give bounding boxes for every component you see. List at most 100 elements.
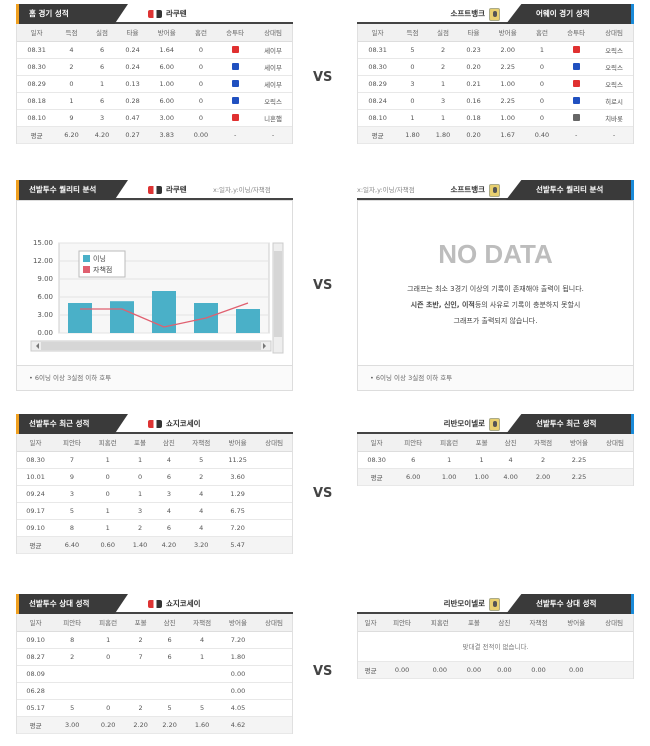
table-row: 08.27 2 0 7 6 1 1.80 bbox=[17, 648, 292, 666]
table-cell bbox=[256, 451, 292, 469]
column-header: 피안타 bbox=[395, 434, 432, 452]
column-header: 방어율 bbox=[557, 614, 596, 632]
table-cell bbox=[256, 682, 292, 700]
table-cell: 0 bbox=[125, 468, 155, 486]
cell-opponent: 오릭스 bbox=[254, 92, 292, 110]
no-data-title: NO DATA bbox=[438, 239, 553, 269]
average-cell: 6.00 bbox=[395, 468, 432, 486]
column-header: 방어율 bbox=[488, 24, 527, 42]
table-cell: 2 bbox=[525, 451, 562, 469]
cell-r: 0 bbox=[56, 75, 87, 93]
y-tick-label: 0.00 bbox=[37, 329, 53, 337]
table-cell bbox=[90, 665, 127, 683]
average-cell: 0.60 bbox=[89, 536, 126, 554]
table-cell: 2 bbox=[126, 631, 156, 649]
team-name: 리반모이넬로 bbox=[443, 419, 485, 428]
column-header: 상대팀 bbox=[256, 434, 292, 452]
column-header: 타율 bbox=[117, 24, 148, 42]
cell-result bbox=[557, 58, 596, 76]
panel-header: x:일자,y:이닝/자책점 소프트뱅크 선발투수 퀄리티 분석 bbox=[357, 180, 634, 200]
average-cell: 0.00 bbox=[420, 661, 459, 679]
table-cell: 4 bbox=[154, 451, 184, 469]
cell-date: 08.29 bbox=[17, 75, 57, 93]
cell-opponent: 오릭스 bbox=[595, 75, 633, 93]
table-cell bbox=[184, 682, 221, 700]
y-tick-label: 9.00 bbox=[37, 275, 53, 283]
vertical-scrollbar-thumb[interactable] bbox=[274, 251, 282, 337]
table-cell bbox=[256, 519, 292, 537]
cell-date: 08.29 bbox=[358, 75, 398, 93]
team-logo-icon bbox=[148, 186, 162, 194]
table-cell: 6.75 bbox=[219, 502, 257, 520]
panel-header: 리반모이넬로 선발투수 최근 성적 bbox=[357, 414, 634, 434]
y-tick-label: 12.00 bbox=[33, 257, 53, 265]
average-cell: 0.20 bbox=[458, 126, 489, 144]
table-cell: 6 bbox=[395, 451, 432, 469]
column-header: 승투타 bbox=[557, 24, 596, 42]
column-header: 피안타 bbox=[383, 614, 421, 632]
average-cell: 0.00 bbox=[185, 126, 217, 144]
head-to-head-panel: 리반모이넬로 선발투수 상대 성적 일자 피안타 피홈런 포볼 삼진 자책점 방어율 상대팀 … bbox=[357, 594, 634, 679]
cell-era: 1.64 bbox=[147, 41, 186, 59]
team-name: 라쿠텐 bbox=[166, 185, 187, 194]
table-row: 08.31 4 6 0.24 1.64 0 세이부 bbox=[17, 41, 292, 59]
panel-title: 홈 경기 성적 bbox=[16, 4, 128, 24]
no-data-reasons: 시즌 초반, 신인, 이적 bbox=[410, 301, 475, 309]
average-cell: 평균 bbox=[17, 716, 55, 734]
cell-opponent: 치바롯 bbox=[595, 109, 633, 127]
cell-r: 0 bbox=[397, 92, 428, 110]
column-header: 포볼 bbox=[467, 434, 497, 452]
cell-opponent: 세이부 bbox=[254, 41, 292, 59]
cell-opponent: 히로시 bbox=[595, 92, 633, 110]
cell-result bbox=[216, 109, 255, 127]
scroll-right-arrow-icon[interactable] bbox=[263, 343, 266, 349]
team-name: 쇼지코세이 bbox=[166, 419, 201, 428]
head-to-head-table: 일자 피안타 피홈런 포볼 삼진 자책점 방어율 상대팀 맞대결 전적이 없습니다. 평균 0.… bbox=[358, 614, 633, 679]
result-red-icon bbox=[572, 46, 580, 53]
table-cell: 09.24 bbox=[17, 485, 55, 503]
column-header: 피안타 bbox=[54, 614, 91, 632]
recent-record-table: 일자 피안타 피홈런 포볼 삼진 자책점 방어율 상대팀 08.30 6 1 1 4 2 2.25 평균 6.… bbox=[358, 434, 633, 486]
vs-label: VS bbox=[313, 278, 333, 293]
cell-r: 1 bbox=[397, 109, 428, 127]
panel-title: 선발투수 퀄리티 분석 bbox=[506, 180, 634, 200]
table-cell: 1 bbox=[125, 485, 155, 503]
cell-era: 6.00 bbox=[147, 92, 186, 110]
table-row: 09.10 8 1 2 6 4 7.20 bbox=[17, 631, 292, 649]
cell-era: 1.00 bbox=[488, 75, 527, 93]
column-header: 일자 bbox=[17, 614, 55, 632]
average-cell: 1.00 bbox=[431, 468, 468, 486]
team-logo-icon bbox=[489, 417, 500, 431]
column-header: 삼진 bbox=[496, 434, 526, 452]
column-header: 포볼 bbox=[126, 614, 156, 632]
panel-header: 선발투수 퀄리티 분석 라쿠텐 x:일자,y:이닝/자책점 bbox=[16, 180, 293, 200]
table-cell bbox=[90, 682, 127, 700]
cell-hr: 0 bbox=[526, 92, 558, 110]
table-cell: 1 bbox=[89, 502, 126, 520]
table-cell: 3.60 bbox=[219, 468, 257, 486]
head-to-head-table: 일자 피안타 피홈런 포볼 삼진 자책점 방어율 상대팀 09.10 8 1 2 6 4 7.20 08.2… bbox=[17, 614, 292, 734]
average-cell: 1.80 bbox=[397, 126, 428, 144]
cell-avg: 0.24 bbox=[117, 58, 148, 76]
table-row: 08.10 9 3 0.47 3.00 0 니혼햄 bbox=[17, 109, 292, 127]
average-row: 평균 6.00 1.00 1.00 4.00 2.00 2.25 bbox=[358, 468, 633, 486]
table-row: 08.09 0.00 bbox=[17, 665, 292, 683]
average-cell: 2.20 bbox=[126, 716, 156, 734]
table-cell: 0 bbox=[90, 699, 127, 717]
table-cell: 3 bbox=[125, 502, 155, 520]
line-earned-runs bbox=[80, 302, 249, 328]
table-cell bbox=[597, 451, 633, 469]
table-row: 09.17 5 1 3 4 4 6.75 bbox=[17, 502, 292, 520]
horizontal-scrollbar-thumb[interactable] bbox=[41, 342, 261, 350]
table-cell: 4 bbox=[183, 485, 220, 503]
cell-ra: 6 bbox=[86, 41, 118, 59]
cell-result bbox=[557, 75, 596, 93]
column-header: 상대팀 bbox=[254, 24, 292, 42]
column-header: 상대팀 bbox=[595, 614, 633, 632]
cell-hr: 0 bbox=[526, 58, 558, 76]
cell-ra: 1 bbox=[427, 75, 459, 93]
result-blue-icon bbox=[231, 97, 239, 104]
column-header: 피홈런 bbox=[90, 614, 127, 632]
scroll-left-arrow-icon[interactable] bbox=[36, 343, 39, 349]
